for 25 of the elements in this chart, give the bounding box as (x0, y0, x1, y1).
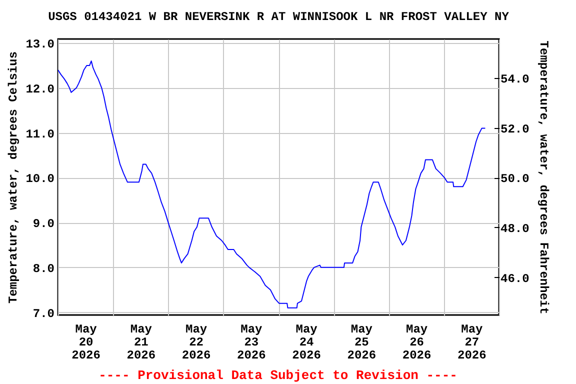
y-tick-label: 10.0 (26, 172, 54, 186)
y2-tick-label: 48.0 (500, 222, 530, 236)
y2-tick-label: 46.0 (500, 272, 530, 286)
x-tick-label: May 25 2026 (347, 322, 376, 362)
x-tick-label: May 20 2026 (72, 322, 100, 362)
y-tick-label: 13.0 (26, 38, 54, 52)
y-tick-label: 7.0 (32, 306, 54, 321)
y-tick-label: 12.0 (26, 82, 54, 96)
y-tick-label: 11.0 (26, 127, 54, 142)
text: ---- Provisional Data Subject to Revision ---- (98, 368, 458, 383)
y2-tick-label: 52.0 (500, 122, 530, 136)
chart-title: USGS 01434021 W BR NEVERSINK R AT WINNISOOK L NR FROST VALLEY NY (48, 10, 510, 24)
y-tick-label: 9.0 (32, 217, 54, 232)
y2-axis-title: Temperature, water, degrees Fahrenheit (536, 40, 550, 314)
y-tick-label: 8.0 (32, 262, 54, 276)
line-series (58, 60, 486, 308)
x-tick-label: May 22 2026 (182, 322, 211, 362)
x-tick-label: May 26 2026 (402, 322, 432, 362)
x-tick-label: May 24 2026 (292, 322, 321, 362)
y-axis-title: Temperature, water, degrees Celsius (6, 51, 21, 304)
x-tick-label: May 23 2026 (237, 322, 266, 362)
x-tick-label: May 27 2026 (458, 322, 486, 362)
y2-tick-label: 50.0 (500, 172, 530, 186)
y2-tick-label: 54.0 (500, 72, 530, 86)
x-tick-label: May 21 2026 (126, 322, 156, 362)
